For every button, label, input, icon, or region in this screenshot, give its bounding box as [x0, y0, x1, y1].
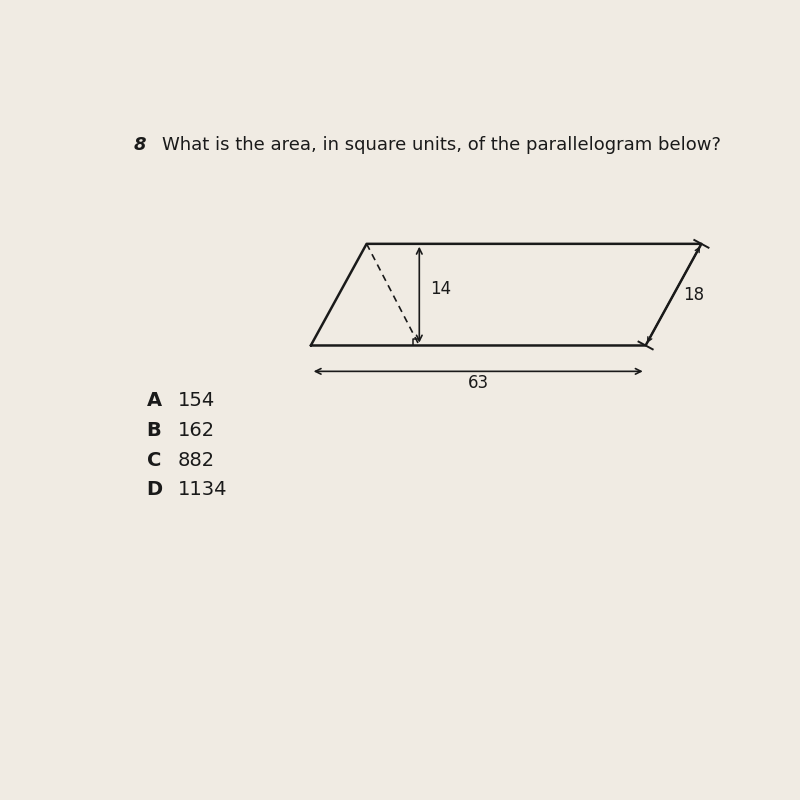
Text: 882: 882 [178, 450, 214, 470]
Text: B: B [146, 421, 162, 440]
Text: 14: 14 [430, 279, 451, 298]
Text: 1134: 1134 [178, 480, 227, 499]
Text: 63: 63 [468, 374, 489, 393]
Text: 18: 18 [683, 286, 704, 304]
Text: 154: 154 [178, 391, 214, 410]
Text: C: C [146, 450, 161, 470]
Text: 162: 162 [178, 421, 214, 440]
Text: D: D [146, 480, 162, 499]
Text: 8: 8 [134, 136, 146, 154]
Text: A: A [146, 391, 162, 410]
Text: What is the area, in square units, of the parallelogram below?: What is the area, in square units, of th… [162, 136, 721, 154]
